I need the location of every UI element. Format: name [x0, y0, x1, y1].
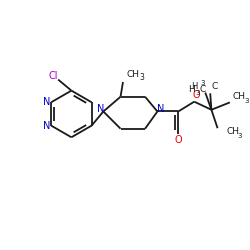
- Text: 3: 3: [238, 133, 242, 139]
- Text: CH: CH: [226, 128, 239, 136]
- Text: N: N: [43, 97, 51, 107]
- Text: CH: CH: [233, 92, 246, 102]
- Text: CH: CH: [127, 70, 140, 79]
- Text: 3: 3: [244, 98, 248, 104]
- Text: N: N: [43, 120, 51, 130]
- Text: H: H: [188, 85, 195, 94]
- Text: O: O: [192, 90, 200, 100]
- Text: N: N: [97, 104, 104, 114]
- Text: C: C: [212, 82, 218, 91]
- Text: H: H: [192, 82, 198, 91]
- Text: O: O: [174, 136, 182, 145]
- Text: 3: 3: [200, 80, 204, 86]
- Text: 3: 3: [140, 73, 144, 82]
- Text: 3: 3: [195, 90, 200, 96]
- Text: N: N: [157, 104, 164, 114]
- Text: Cl: Cl: [49, 71, 58, 81]
- Text: C: C: [200, 85, 206, 94]
